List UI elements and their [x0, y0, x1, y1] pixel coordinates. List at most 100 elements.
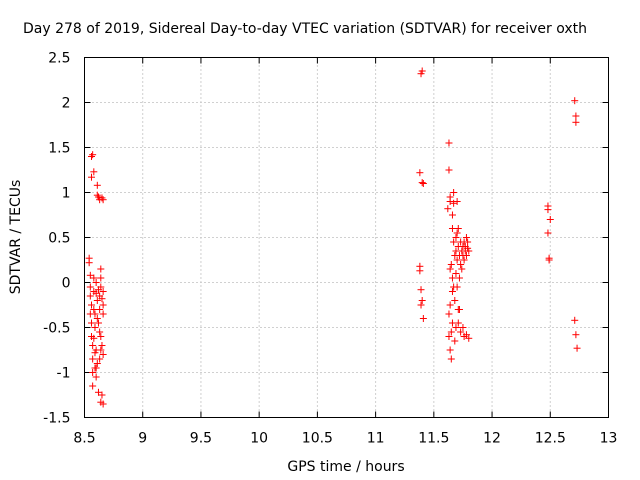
- data-point: [92, 279, 100, 286]
- data-point: [96, 355, 104, 363]
- x-axis-title: GPS time / hours: [287, 459, 404, 475]
- y-tick-label: 2.5: [48, 51, 70, 67]
- data-point: [447, 355, 455, 363]
- x-tick-label: 9.5: [190, 431, 212, 447]
- data-point: [98, 342, 106, 349]
- data-point: [445, 310, 453, 318]
- data-point: [93, 315, 101, 322]
- y-axis-title: SDTVAR / TECUs: [8, 180, 24, 295]
- x-tick-label: 10: [250, 431, 268, 447]
- data-point: [89, 151, 97, 159]
- data-point: [87, 153, 95, 160]
- grid: [84, 57, 609, 418]
- data-point: [418, 67, 426, 75]
- data-point: [459, 324, 467, 331]
- data-point: [451, 337, 459, 345]
- data-point: [453, 283, 461, 291]
- data-point: [445, 166, 453, 174]
- data-point: [89, 382, 97, 390]
- data-point: [416, 267, 424, 275]
- data-point: [450, 238, 458, 246]
- data-point: [99, 310, 107, 318]
- data-point: [92, 373, 100, 381]
- data-point: [455, 306, 463, 313]
- x-tick-label: 8.5: [73, 431, 95, 447]
- data-point: [544, 229, 552, 237]
- data-point: [445, 333, 453, 340]
- data-point: [97, 333, 105, 340]
- data-point: [572, 118, 580, 126]
- data-point: [450, 189, 458, 196]
- data-point: [454, 319, 462, 327]
- y-tick-label: 1.5: [48, 141, 70, 157]
- data-point: [462, 331, 470, 339]
- data-point: [446, 198, 454, 205]
- data-point: [447, 328, 455, 336]
- y-tick-label: 0: [62, 276, 71, 292]
- axes: 8.5 9 9.5 10 10.5 11 11.5 12 12.5 13-1.5-1-0.500.…: [43, 51, 617, 447]
- data-point: [462, 252, 470, 259]
- data-point: [452, 234, 460, 241]
- data-point: [99, 400, 107, 408]
- data-point: [93, 297, 101, 304]
- data-point: [91, 324, 99, 331]
- x-tick-label: 12.5: [535, 431, 566, 447]
- data-point: [418, 297, 426, 304]
- data-point: [572, 112, 580, 120]
- data-point: [89, 342, 97, 349]
- data-point: [85, 259, 93, 267]
- data-point: [419, 180, 427, 187]
- data-point: [546, 216, 554, 223]
- data-point: [416, 169, 424, 177]
- data-point: [417, 301, 425, 309]
- data-point: [99, 351, 107, 358]
- data-point: [97, 283, 105, 291]
- data-point: [90, 274, 98, 282]
- data-point: [452, 324, 460, 331]
- data-point: [453, 256, 461, 264]
- data-point: [92, 364, 100, 372]
- data-point: [465, 247, 473, 255]
- data-point: [571, 97, 579, 105]
- data-point: [448, 211, 456, 219]
- x-tick-label: 12: [483, 431, 501, 447]
- chart-title: Day 278 of 2019, Sidereal Day-to-day VTE…: [23, 21, 587, 37]
- data-point: [99, 288, 107, 295]
- data-point: [464, 238, 472, 246]
- data-point: [98, 194, 106, 202]
- y-tick-label: -0.5: [43, 321, 70, 337]
- data-point: [97, 274, 105, 282]
- data-point: [87, 301, 95, 309]
- data-point: [447, 261, 455, 268]
- y-tick-label: 2: [62, 96, 71, 112]
- data-point: [417, 286, 425, 294]
- data-point: [571, 316, 579, 324]
- data-point: [419, 315, 427, 322]
- data-point: [452, 270, 460, 277]
- data-point: [418, 179, 426, 187]
- data-point: [446, 265, 454, 273]
- data-point: [457, 261, 465, 268]
- data-point: [99, 301, 107, 309]
- y-tick-label: -1.5: [43, 411, 70, 427]
- data-point: [458, 265, 466, 273]
- data-point: [446, 301, 454, 309]
- data-point: [462, 234, 470, 241]
- data-point: [444, 205, 452, 213]
- x-tick-label: 13: [600, 431, 618, 447]
- data-point: [455, 274, 463, 282]
- data-point: [94, 319, 102, 327]
- data-point: [454, 225, 462, 232]
- x-tick-label: 10.5: [302, 431, 333, 447]
- x-tick-label: 11.5: [418, 431, 449, 447]
- data-point: [87, 319, 95, 327]
- data-point: [446, 346, 454, 354]
- data-points: [85, 67, 581, 408]
- data-point: [90, 334, 98, 342]
- data-point: [87, 173, 95, 181]
- x-tick-label: 11: [367, 431, 385, 447]
- data-point: [93, 191, 101, 199]
- data-point: [445, 139, 453, 147]
- data-point: [93, 181, 101, 189]
- plot-frame: [84, 57, 609, 418]
